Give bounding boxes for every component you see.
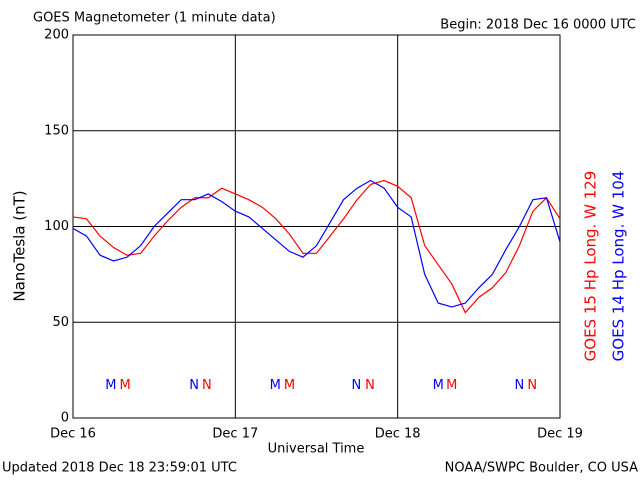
x-tick-label: Dec 16 [50,427,96,442]
mn-marker: N [189,378,199,393]
x-tick-label: Dec 17 [212,427,258,442]
footer-left: Updated 2018 Dec 18 23:59:01 UTC [2,461,237,476]
x-tick-label: Dec 19 [537,427,583,442]
x-axis-label: Universal Time [268,442,365,457]
x-tick-label: Dec 18 [375,427,421,442]
y-tick-label: 50 [52,315,69,330]
y-axis-label: NanoTesla (nT) [11,190,29,301]
mn-marker: M [270,378,281,393]
mn-marker: M [105,378,116,393]
footer-right: NOAA/SWPC Boulder, CO USA [445,461,638,476]
y-tick-label: 0 [61,411,69,426]
plot-frame [72,34,561,419]
y-tick-label: 200 [44,28,69,43]
y-tick-label: 150 [44,123,69,138]
mn-marker: N [365,378,375,393]
series-line [72,179,561,314]
mn-marker: N [202,378,212,393]
series-line [72,179,561,308]
mn-marker: M [446,378,457,393]
mn-marker: N [352,378,362,393]
mn-marker: N [527,378,537,393]
mn-marker: M [284,378,295,393]
mn-marker: N [515,378,525,393]
y-tick-label: 100 [44,219,69,234]
legend-entry: GOES 15 Hp Long. W 129 [582,171,600,362]
legend-entry: GOES 14 Hp Long. W 104 [610,171,628,362]
chart-title: GOES Magnetometer (1 minute data) [33,11,276,26]
mn-marker: M [433,378,444,393]
begin-label: Begin: 2018 Dec 16 0000 UTC [440,18,636,33]
mn-marker: M [119,378,130,393]
